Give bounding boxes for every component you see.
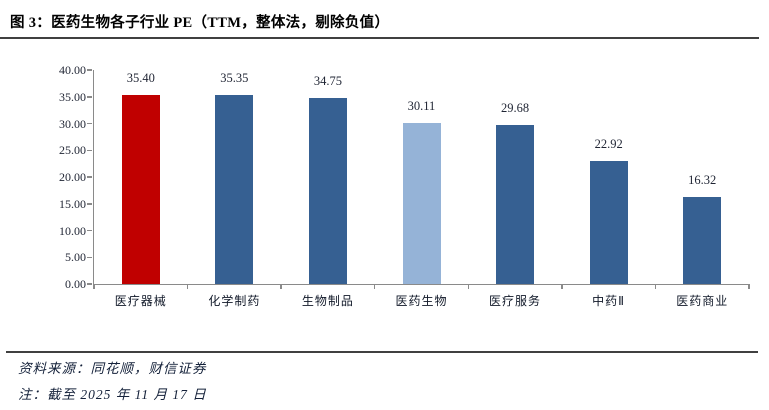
title-divider (0, 37, 759, 39)
y-axis-tick-mark (87, 203, 92, 205)
x-axis-tick-mark (654, 284, 657, 289)
y-axis-tick-mark (87, 149, 92, 151)
x-axis-category-label: 医药商业 (676, 294, 729, 308)
bar (496, 125, 535, 284)
bar-value-label: 35.40 (126, 70, 155, 85)
bar-value-label: 22.92 (594, 137, 623, 152)
note-text: 注：截至 2025 年 11 月 17 日 (18, 387, 207, 402)
bar (215, 94, 254, 284)
bar (121, 94, 160, 284)
x-axis-tick-mark (186, 284, 189, 289)
y-axis-tick-label: 20.00 (59, 170, 86, 184)
x-axis-tick-mark (280, 284, 282, 289)
y-axis-tick-label: 0.00 (65, 277, 86, 291)
footer-divider (6, 351, 758, 353)
x-axis-category-label: 医疗器械 (114, 294, 167, 308)
bar-value-label: 35.35 (220, 70, 249, 85)
x-axis-category-label: 化学制药 (208, 294, 261, 308)
figure-title: 图 3：医药生物各子行业 PE（TTM，整体法，剔除负值） (10, 15, 390, 31)
bar-chart: 40.00 35.00 30.00 25.00 20.00 15.00 10.00 5.00 0… (59, 63, 750, 308)
x-axis-category-label: 医药生物 (395, 294, 448, 308)
bar (683, 196, 722, 284)
y-axis-tick-mark (87, 176, 92, 178)
x-axis-category-label: 中药Ⅱ (592, 294, 626, 308)
bar (589, 161, 628, 284)
source-text: 资料来源：同花顺，财信证券 (18, 361, 207, 376)
y-axis-tick-label: 15.00 (59, 196, 86, 211)
x-axis-category-label: 医疗服务 (489, 294, 542, 308)
bar-value-label: 16.32 (688, 172, 717, 187)
y-axis-tick-label: 35.00 (59, 89, 86, 104)
y-axis-tick-mark (87, 229, 92, 232)
y-axis-tick-label: 40.00 (59, 63, 86, 77)
x-axis-category-label: 生物制品 (301, 294, 354, 308)
bar (402, 122, 441, 284)
y-axis-tick-label: 5.00 (65, 250, 86, 265)
x-axis-tick-mark (93, 284, 95, 289)
y-axis-tick-mark (87, 122, 92, 125)
bar-value-label: 30.11 (407, 98, 436, 113)
x-axis-tick-mark (373, 284, 376, 289)
y-axis-tick-mark (87, 283, 92, 285)
y-axis-tick-mark (87, 69, 92, 71)
bar (308, 98, 347, 284)
bar-value-label: 29.68 (501, 101, 530, 116)
x-axis-tick-mark (748, 284, 750, 289)
x-axis-tick-mark (467, 284, 470, 289)
y-axis-tick-label: 30.00 (59, 116, 86, 131)
x-axis-tick-mark (561, 284, 563, 289)
y-axis-tick-label: 25.00 (59, 143, 86, 158)
bar-value-label: 34.75 (313, 74, 342, 89)
y-axis-tick-mark (87, 256, 92, 258)
y-axis-tick-label: 10.00 (59, 223, 86, 238)
y-axis-tick-mark (87, 96, 92, 98)
